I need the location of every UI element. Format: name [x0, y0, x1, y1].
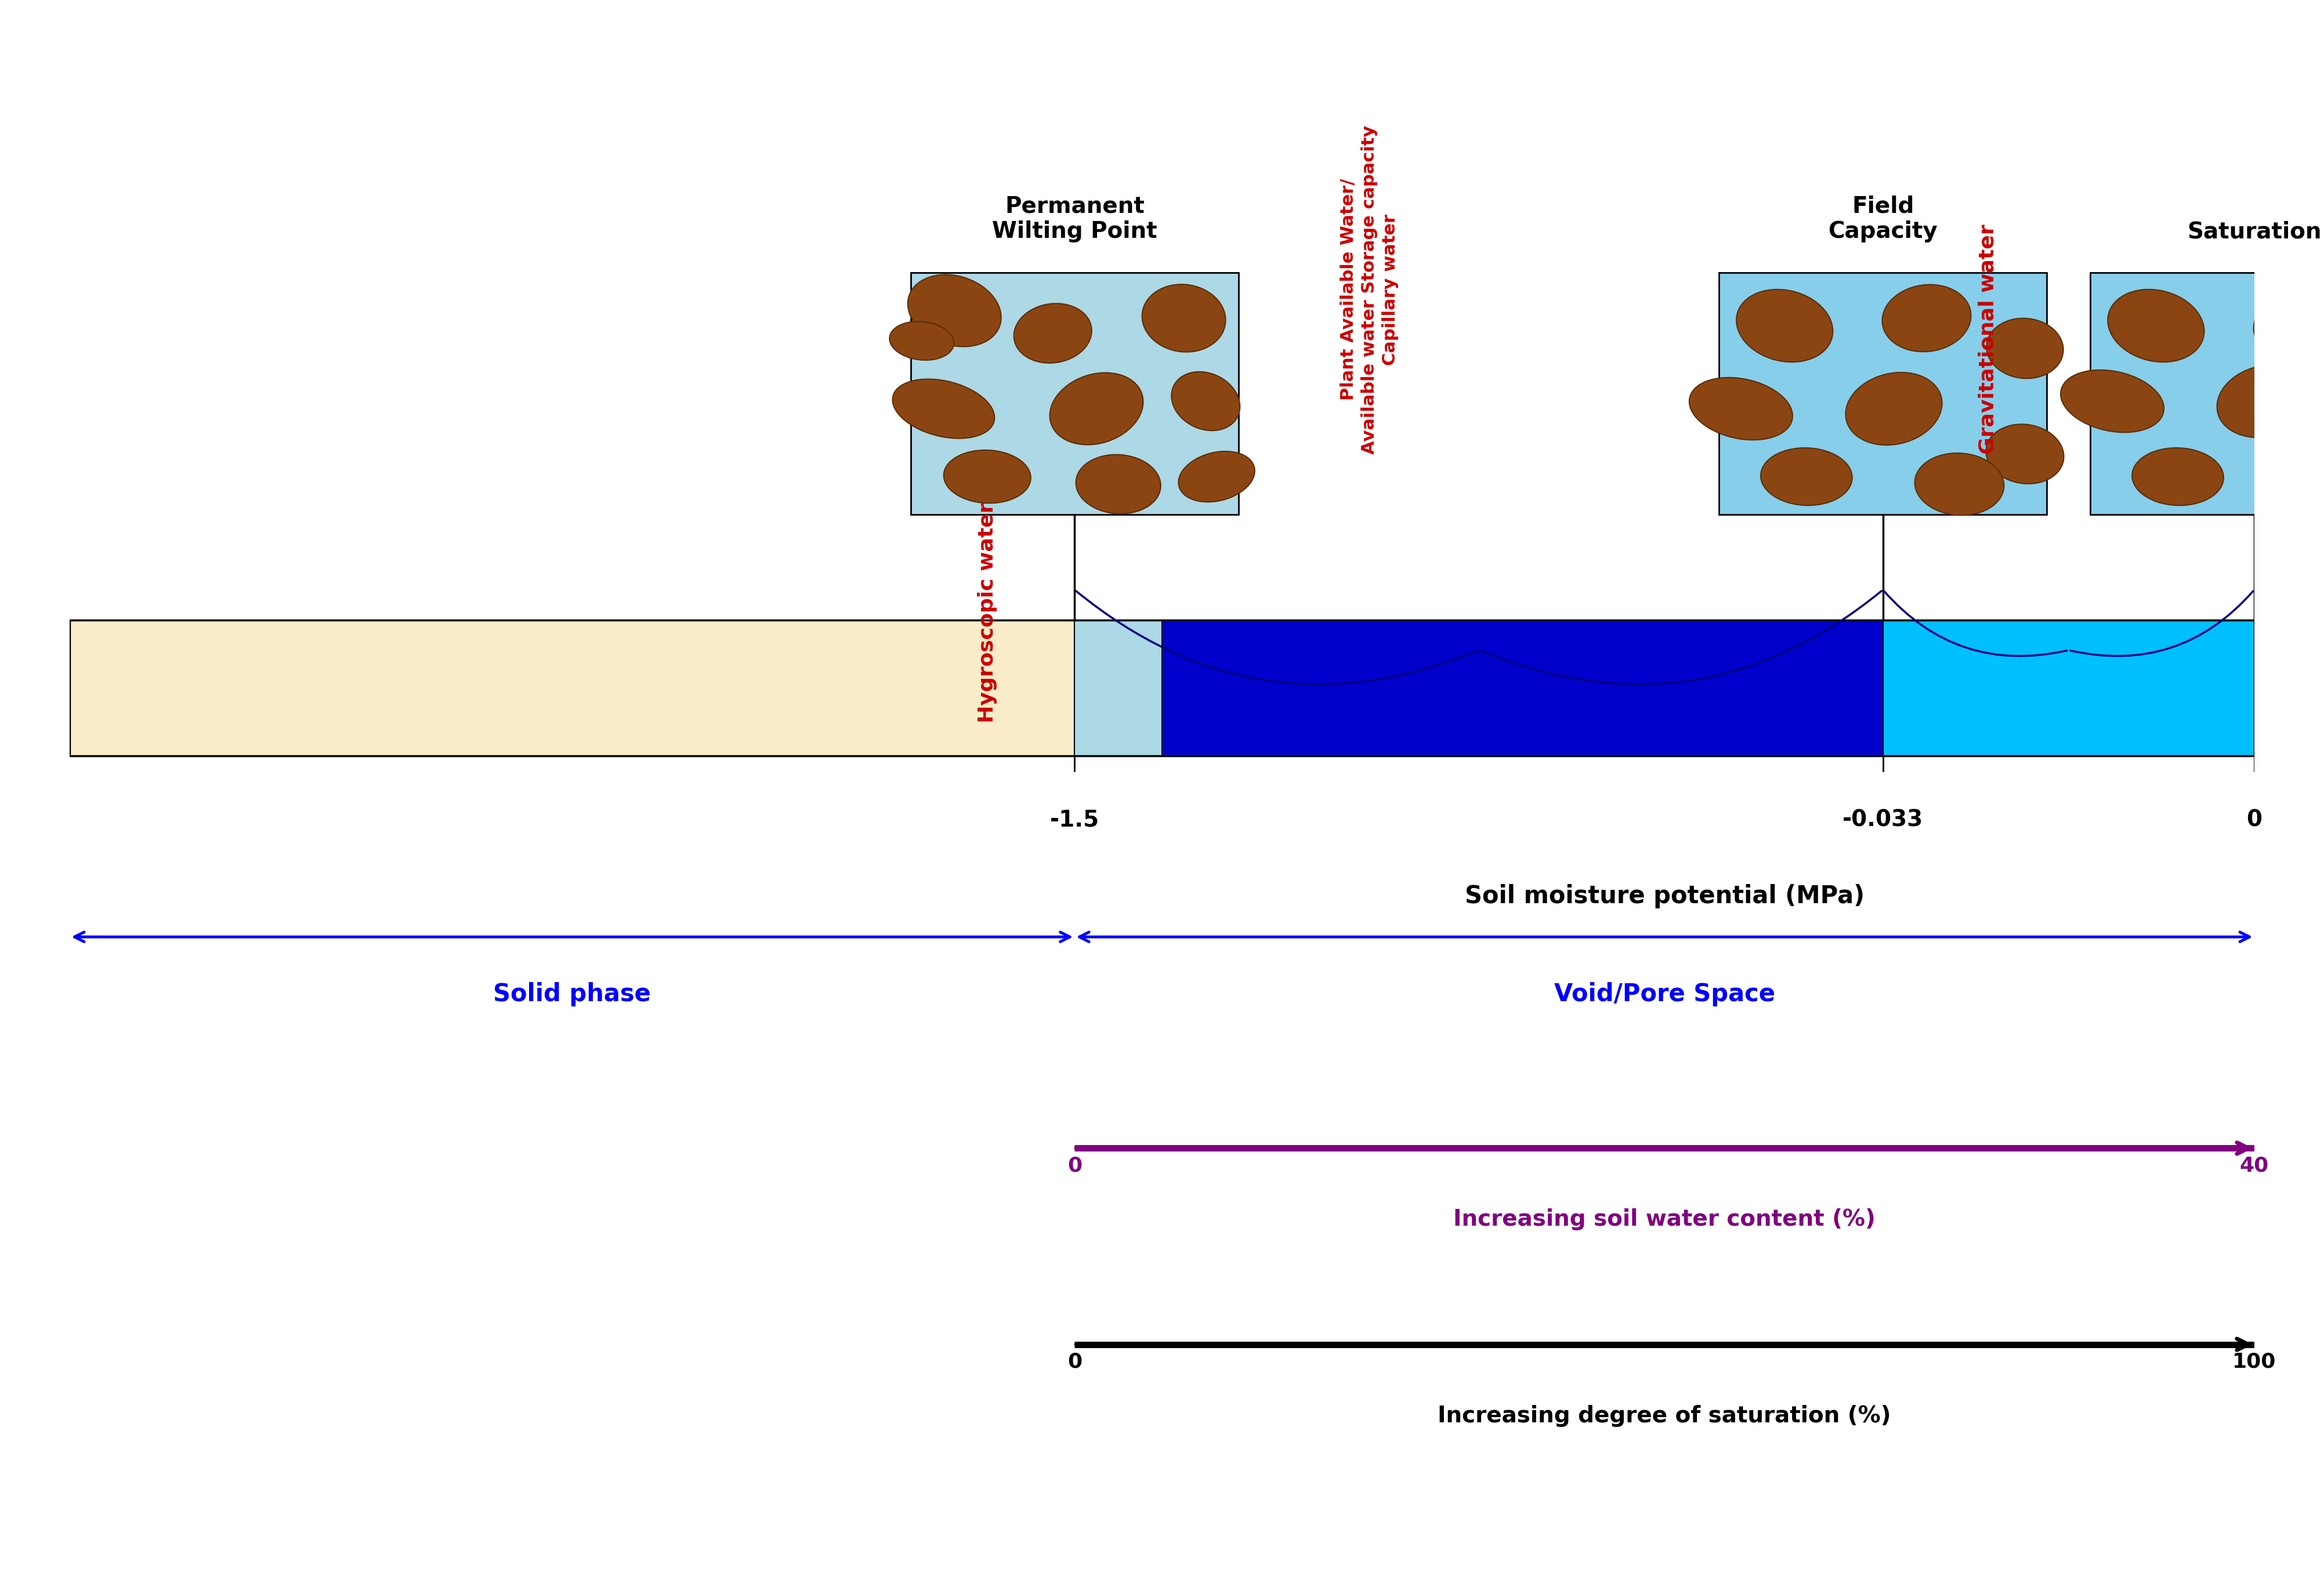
Text: Increasing degree of saturation (%): Increasing degree of saturation (%): [1439, 1405, 1892, 1427]
Text: Permanent
Wilting Point: Permanent Wilting Point: [992, 195, 1157, 242]
Ellipse shape: [2131, 448, 2224, 506]
Ellipse shape: [892, 379, 995, 439]
Ellipse shape: [1882, 285, 1971, 352]
Text: Gravitational water: Gravitational water: [1978, 223, 1999, 454]
Bar: [1882, 619, 2254, 756]
Text: Soil moisture potential (MPa): Soil moisture potential (MPa): [1464, 883, 1864, 909]
Text: 100: 100: [2233, 1352, 2275, 1372]
FancyBboxPatch shape: [1720, 274, 2047, 514]
Text: Field
Capacity: Field Capacity: [1829, 195, 1938, 242]
Ellipse shape: [1915, 453, 2003, 516]
Bar: [1074, 619, 1162, 756]
Bar: [70, 619, 2254, 756]
Ellipse shape: [1076, 454, 1160, 514]
FancyBboxPatch shape: [2092, 274, 2324, 514]
Ellipse shape: [2254, 292, 2324, 360]
Ellipse shape: [1845, 373, 1943, 445]
Ellipse shape: [1987, 318, 2064, 379]
Text: 40: 40: [2240, 1155, 2268, 1176]
Text: 0: 0: [1067, 1155, 1083, 1176]
Text: Void/Pore Space: Void/Pore Space: [1555, 982, 1776, 1006]
FancyBboxPatch shape: [911, 274, 1239, 514]
Text: Solid phase: Solid phase: [493, 982, 651, 1006]
Ellipse shape: [1050, 373, 1143, 445]
Ellipse shape: [2287, 445, 2324, 508]
Text: -0.033: -0.033: [1843, 808, 1924, 830]
Text: 0: 0: [2247, 808, 2261, 830]
Text: Saturation: Saturation: [2187, 220, 2322, 242]
Ellipse shape: [1013, 303, 1092, 363]
Ellipse shape: [909, 275, 1002, 346]
Ellipse shape: [2061, 369, 2164, 432]
Bar: [70, 619, 1074, 756]
Text: Increasing soil water content (%): Increasing soil water content (%): [1452, 1209, 1875, 1231]
Bar: [1162, 619, 1882, 756]
Ellipse shape: [1141, 285, 1225, 352]
Text: Plant Available Water/
Available water Storage capacity
Capillary water: Plant Available Water/ Available water S…: [1341, 126, 1399, 454]
Ellipse shape: [1736, 289, 1834, 362]
Ellipse shape: [1690, 377, 1792, 440]
Ellipse shape: [1178, 451, 1255, 501]
Ellipse shape: [2108, 289, 2203, 362]
Ellipse shape: [1171, 371, 1241, 431]
Text: 0: 0: [1067, 1352, 1083, 1372]
Text: -1.5: -1.5: [1050, 808, 1099, 830]
Text: Hygroscopic water: Hygroscopic water: [978, 503, 997, 723]
Ellipse shape: [1987, 424, 2064, 484]
Ellipse shape: [1762, 448, 1852, 506]
Ellipse shape: [944, 450, 1032, 503]
Ellipse shape: [2217, 365, 2312, 437]
Ellipse shape: [890, 321, 953, 360]
